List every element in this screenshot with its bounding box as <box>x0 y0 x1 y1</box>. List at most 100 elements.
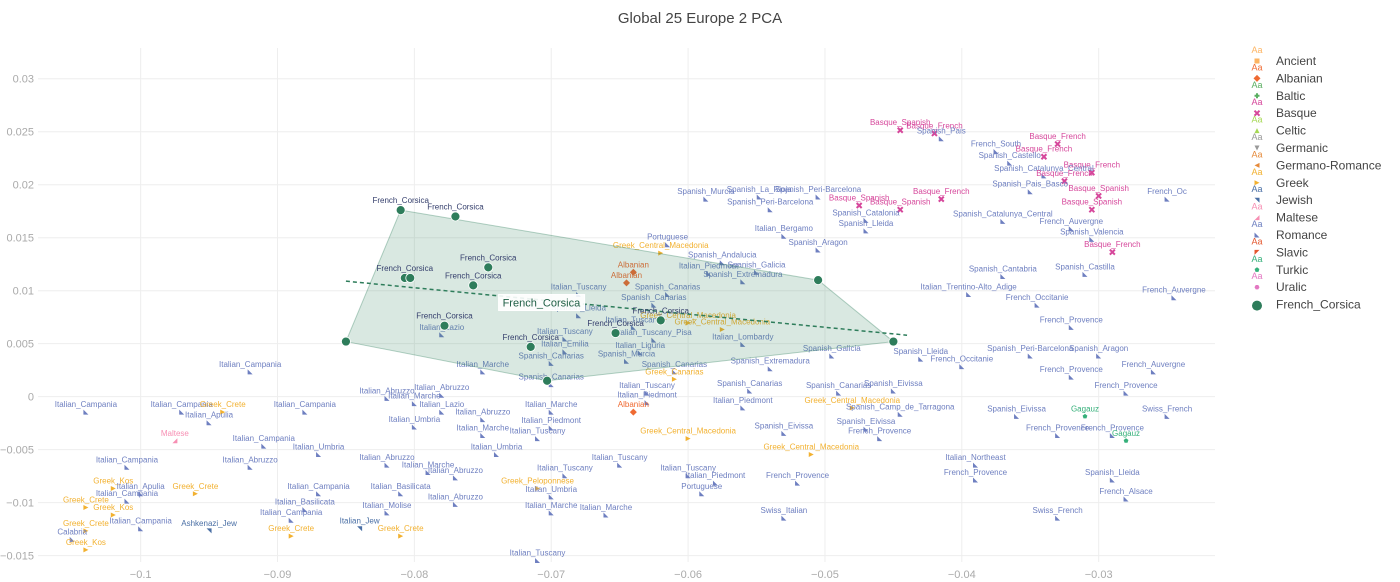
scatter-point[interactable]: Italian_Marche <box>457 360 510 375</box>
legend-item-baltic[interactable]: Aa Baltic <box>1251 80 1305 103</box>
scatter-point[interactable]: Spanish_Canarias <box>642 360 707 375</box>
point-marker[interactable] <box>192 491 198 497</box>
point-marker[interactable] <box>110 485 116 491</box>
point-marker[interactable] <box>548 425 554 431</box>
scatter-point[interactable]: Spanish_Murcia <box>598 349 656 364</box>
scatter-point[interactable]: Italian_Umbria <box>389 415 441 430</box>
point-marker[interactable] <box>740 279 746 285</box>
scatter-point[interactable]: Greek_Kos <box>93 476 133 491</box>
scatter-point[interactable]: Italian_Campania <box>151 400 214 415</box>
legend[interactable]: Aa Ancient Aa Albanian Aa Baltic Aa Basque Aa Cel… <box>1251 45 1381 312</box>
scatter-point[interactable]: Italian_Tuscany <box>510 549 566 564</box>
legend-marker-icon[interactable] <box>1254 58 1260 64</box>
point-marker[interactable] <box>384 462 390 468</box>
scatter-point[interactable]: Italian_Tuscany <box>537 464 593 479</box>
scatter-point[interactable]: Portuguese <box>647 233 689 248</box>
point-marker[interactable] <box>754 269 760 275</box>
point-marker[interactable] <box>603 512 609 518</box>
point-marker[interactable] <box>808 452 814 458</box>
point-marker[interactable] <box>548 494 554 500</box>
scatter-point[interactable]: Italian_Campania <box>96 489 159 504</box>
point-marker[interactable] <box>815 247 821 253</box>
point-marker[interactable] <box>425 470 431 476</box>
scatter-point[interactable]: Italian_Marche <box>525 501 578 516</box>
french-corsica-point[interactable]: French_Corsica <box>502 333 559 352</box>
scatter-point[interactable]: Italian_Marche <box>525 400 578 415</box>
scatter-point[interactable]: Greek_Crete <box>268 524 315 539</box>
point-marker[interactable] <box>767 207 773 213</box>
point-marker[interactable] <box>719 260 725 266</box>
point-marker[interactable] <box>316 452 322 458</box>
scatter-point[interactable]: Italian_Bergamo <box>755 224 814 239</box>
french-corsica-point[interactable]: French_Corsica <box>416 312 473 331</box>
point-marker[interactable] <box>629 408 637 416</box>
scatter-point[interactable]: Albanian <box>618 260 649 276</box>
point-marker[interactable] <box>877 436 883 442</box>
legend-item-jewish[interactable]: Aa Jewish <box>1251 184 1312 207</box>
point-marker[interactable] <box>206 528 212 534</box>
point-marker[interactable] <box>685 473 691 479</box>
scatter-point[interactable]: Spanish_La_Rioja <box>727 185 792 200</box>
scatter-point[interactable]: Spanish_Eivissa <box>755 421 814 436</box>
point-marker[interactable] <box>439 409 445 415</box>
point-marker[interactable] <box>395 205 406 216</box>
legend-marker-icon[interactable] <box>1253 74 1261 82</box>
point-marker[interactable] <box>468 280 479 291</box>
point-marker[interactable] <box>888 336 899 347</box>
scatter-point[interactable]: Spanish_Canarias <box>621 293 687 308</box>
point-marker[interactable] <box>863 228 869 234</box>
point-marker[interactable] <box>623 279 630 287</box>
scatter-point[interactable]: French_Provence <box>1026 423 1090 438</box>
point-marker[interactable] <box>288 533 294 539</box>
point-marker[interactable] <box>562 336 568 342</box>
point-marker[interactable] <box>637 350 643 356</box>
point-marker[interactable] <box>1088 169 1096 176</box>
french-corsica-overlay[interactable]: French_CorsicaFrench_CorsicaFrench_Corsi… <box>341 196 908 386</box>
scatter-point[interactable]: Spanish_Eivissa <box>864 379 923 394</box>
scatter-point[interactable]: Ashkenazi_Jew <box>181 519 237 534</box>
point-marker[interactable] <box>706 270 712 276</box>
scatter-point[interactable]: Spanish_Andalucia <box>688 251 757 266</box>
scatter-point[interactable]: Basque_Spanish <box>870 118 931 134</box>
scatter-point[interactable]: Italian_Marche <box>388 392 441 407</box>
scatter-point[interactable]: Greek_Central_Macedonia <box>805 396 901 411</box>
point-marker[interactable] <box>1054 140 1061 148</box>
legend-item-uralic[interactable]: Aa Uralic <box>1251 271 1306 294</box>
legend-marker-icon[interactable] <box>1254 285 1260 290</box>
point-marker[interactable] <box>629 268 637 276</box>
point-marker[interactable] <box>384 395 390 401</box>
scatter-point[interactable]: Gagauz <box>1112 429 1140 443</box>
scatter-point[interactable]: Basque_Spanish <box>870 198 931 213</box>
scatter-point[interactable]: Spanish_Lleida <box>839 219 894 234</box>
point-marker[interactable] <box>1041 173 1047 179</box>
point-marker[interactable] <box>535 558 541 564</box>
point-marker[interactable] <box>712 480 718 486</box>
scatter-point[interactable]: Albanian <box>611 271 642 287</box>
point-marker[interactable] <box>1171 295 1177 301</box>
point-marker[interactable] <box>855 202 863 209</box>
point-marker[interactable] <box>439 320 450 331</box>
point-marker[interactable] <box>288 517 294 523</box>
scatter-point[interactable]: Basque_French <box>906 121 963 137</box>
scatter-point[interactable]: Italian_Abruzzo <box>455 408 511 423</box>
scatter-point[interactable]: Greek_Canarias <box>645 367 704 382</box>
scatter-point[interactable]: Italian_Piedmont <box>713 396 773 411</box>
point-marker[interactable] <box>630 324 636 330</box>
scatter-point[interactable]: Italian_Campania <box>55 400 118 415</box>
point-marker[interactable] <box>863 426 869 432</box>
point-marker[interactable] <box>1088 206 1096 213</box>
french-corsica-point[interactable] <box>813 275 824 285</box>
point-marker[interactable] <box>576 313 582 319</box>
point-marker[interactable] <box>1027 353 1033 359</box>
legend-marker-icon[interactable] <box>1254 162 1260 168</box>
point-marker[interactable] <box>548 360 554 366</box>
scatter-point[interactable]: French_Auvergne <box>1039 217 1104 232</box>
scatter-point[interactable]: Italian_Umbria <box>293 443 345 458</box>
point-marker[interactable] <box>1123 438 1129 443</box>
point-marker[interactable] <box>1095 192 1102 200</box>
scatter-point[interactable]: Italian_Piedmont <box>521 416 582 431</box>
point-marker[interactable] <box>439 392 445 398</box>
scatter-point[interactable]: Italian_Abruzzo <box>359 386 415 401</box>
scatter-point[interactable]: French_Provence <box>766 471 830 486</box>
point-marker[interactable] <box>247 369 253 375</box>
